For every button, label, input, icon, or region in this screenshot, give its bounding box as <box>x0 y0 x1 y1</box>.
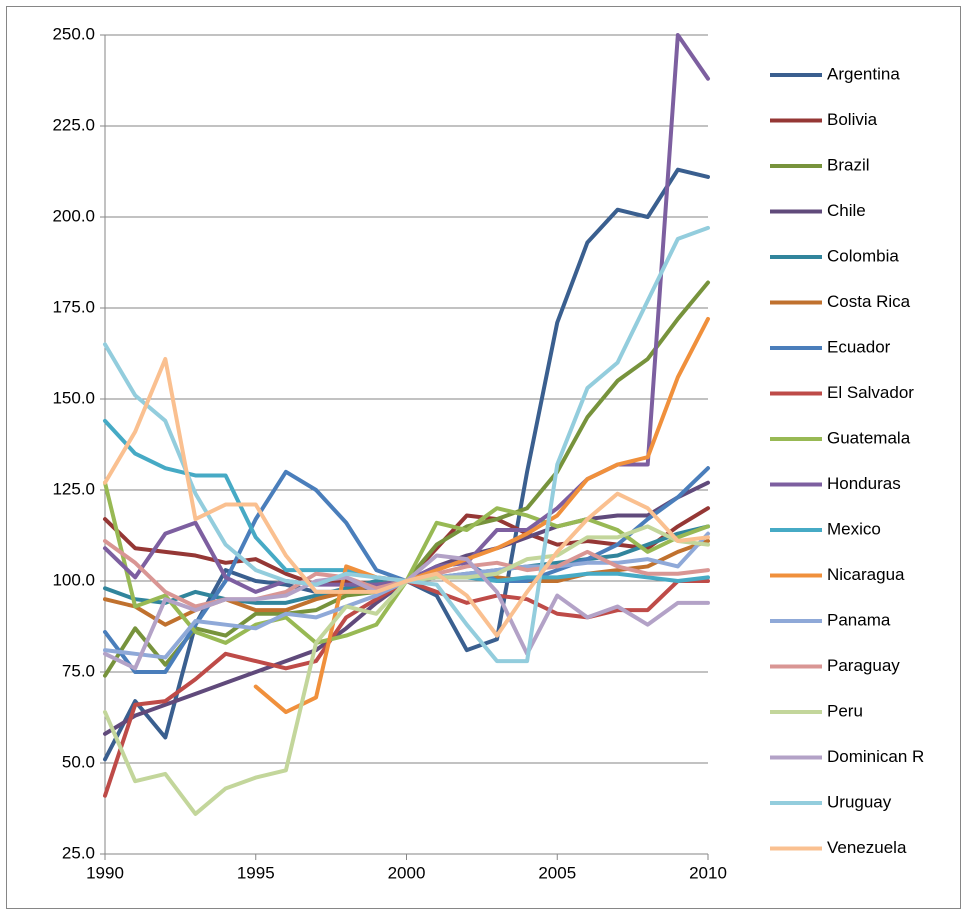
legend-label: Dominican R <box>827 747 924 766</box>
legend-label: Ecuador <box>827 337 891 356</box>
legend-label: Panama <box>827 610 891 629</box>
y-tick-label: 250.0 <box>52 24 95 43</box>
y-tick-label: 75.0 <box>62 661 95 680</box>
series-line <box>103 356 710 638</box>
legend-label: Uruguay <box>827 792 892 811</box>
legend-label: Paraguay <box>827 656 900 675</box>
x-tick-label: 1995 <box>237 863 275 882</box>
legend-label: Honduras <box>827 474 901 493</box>
series-line <box>253 316 710 715</box>
x-tick-label: 1990 <box>86 863 124 882</box>
y-tick-label: 125.0 <box>52 479 95 498</box>
legend-label: Venezuela <box>827 838 907 857</box>
y-tick-label: 50.0 <box>62 752 95 771</box>
y-tick-label: 200.0 <box>52 206 95 225</box>
legend-label: Colombia <box>827 246 899 265</box>
x-tick-label: 2010 <box>689 863 727 882</box>
y-tick-label: 100.0 <box>52 570 95 589</box>
legend-label: Argentina <box>827 64 900 83</box>
y-tick-label: 175.0 <box>52 297 95 316</box>
legend-label: Peru <box>827 701 863 720</box>
legend-label: El Salvador <box>827 383 914 402</box>
legend-label: Mexico <box>827 519 881 538</box>
legend-label: Guatemala <box>827 428 911 447</box>
legend-label: Chile <box>827 201 866 220</box>
y-tick-label: 225.0 <box>52 115 95 134</box>
y-tick-label: 150.0 <box>52 388 95 407</box>
chart-border <box>6 6 961 909</box>
x-tick-label: 2005 <box>538 863 576 882</box>
legend-label: Brazil <box>827 155 870 174</box>
legend-label: Nicaragua <box>827 565 905 584</box>
y-tick-label: 25.0 <box>62 843 95 862</box>
legend-label: Costa Rica <box>827 292 911 311</box>
x-tick-label: 2000 <box>388 863 426 882</box>
legend-label: Bolivia <box>827 110 878 129</box>
